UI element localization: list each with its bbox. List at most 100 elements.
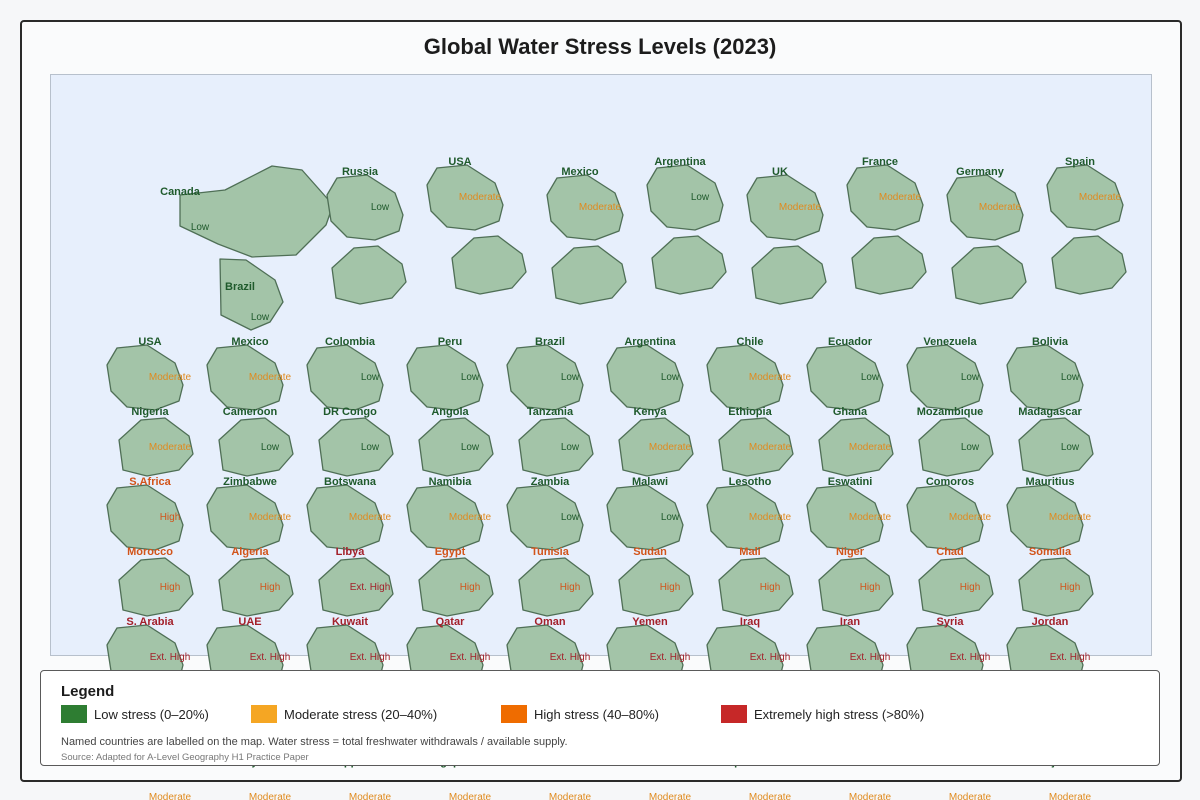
country-shape-zimbabwe [206,484,284,551]
stress-level-uae: Ext. High [250,652,291,663]
country-name-kuwait: Kuwait [332,616,368,628]
country-name-ghana: Ghana [833,406,868,418]
stress-level-yemen: Ext. High [650,652,691,663]
stress-level-ghana: Moderate [849,442,892,453]
country-shape-brazil [219,258,284,331]
stress-level-timor-leste: Moderate [649,792,692,800]
country-name-uk: UK [772,166,788,178]
country-name-mozambique: Mozambique [917,406,984,418]
stress-level-lesotho: Moderate [749,512,792,523]
stress-level-kenya: Moderate [649,442,692,453]
country-name-argentina: Argentina [654,156,706,168]
stress-level-brunei: Moderate [549,792,592,800]
legend-item-extremely-high: Extremely high stress (>80%) [721,705,924,723]
country-shape-mozambique [918,417,994,477]
legend-title: Legend [61,683,115,700]
country-name-algeria: Algeria [231,546,269,558]
country-name-botswana: Botswana [324,476,377,488]
stress-level-tanzania: Low [561,442,580,453]
legend-label-moderate: Moderate stress (20–40%) [284,706,438,722]
country-name-madagascar: Madagascar [1018,406,1082,418]
country-name-zimbabwe: Zimbabwe [223,476,277,488]
country-name-russia: Russia [342,166,379,178]
country-shape-canada [179,165,334,258]
country-shape-algeria [218,557,294,617]
country-name-zambia: Zambia [531,476,570,488]
country-shape-mauritius [1006,484,1084,551]
country-shape-ghana [818,417,894,477]
landmass-shape [1051,235,1127,295]
stress-level-mauritius: Moderate [1049,512,1092,523]
stress-level-argentina: Low [691,192,710,203]
country-name-brazil: Brazil [535,336,565,348]
country-shape-spain [1046,164,1124,231]
country-name-uae: UAE [238,616,261,628]
stress-level-usa: Moderate [459,192,502,203]
stress-level-s-africa: High [160,512,181,523]
country-shape-sudan [618,557,694,617]
stress-level-singapore: Moderate [449,792,492,800]
country-name-comoros: Comoros [926,476,974,488]
legend-swatch-high [501,705,527,723]
country-name-usa: USA [448,156,471,168]
stress-level-syria: Ext. High [950,652,991,663]
country-name-usa: USA [138,336,161,348]
landmass-shape [851,235,927,295]
country-name-lesotho: Lesotho [729,476,772,488]
country-shape-libya [318,557,394,617]
stress-level-sudan: High [660,582,681,593]
stress-level-angola: Low [461,442,480,453]
legend-item-low: Low stress (0–20%) [61,705,209,723]
stress-level-indonesia: Moderate [149,792,192,800]
stress-level-mali: High [760,582,781,593]
country-name-mauritius: Mauritius [1026,476,1075,488]
country-shape-mexico [546,174,624,241]
stress-level-usa: Moderate [149,372,192,383]
country-shape-s-africa [106,484,184,551]
stress-level-venezuela: Low [961,372,980,383]
country-name-s-arabia: S. Arabia [126,616,174,628]
stress-level-colombia: Low [361,372,380,383]
stress-level-tunisia: High [560,582,581,593]
stress-level-peru: Low [461,372,480,383]
country-shape-botswana [306,484,384,551]
legend-item-moderate: Moderate stress (20–40%) [251,705,437,723]
legend-label-extremely-high: Extremely high stress (>80%) [754,706,925,722]
stress-level-argentina: Low [661,372,680,383]
stress-level-niger: High [860,582,881,593]
country-name-tunisia: Tunisia [531,546,570,558]
country-name-morocco: Morocco [127,546,173,558]
country-shape-uk [746,174,824,241]
stress-level-oman: Ext. High [550,652,591,663]
stress-level-mozambique: Low [961,442,980,453]
country-shape-tanzania [518,417,594,477]
stress-level-comoros: Moderate [949,512,992,523]
country-name-colombia: Colombia [325,336,376,348]
stress-level-chad: High [960,582,981,593]
country-shape-usa [426,164,504,231]
country-shape-madagascar [1018,417,1094,477]
stress-level-madagascar: Low [1061,442,1080,453]
stress-level-morocco: High [160,582,181,593]
country-shape-nigeria [118,417,194,477]
country-name-canada: Canada [160,186,201,198]
country-labels-layer: Canada Low Brazil Low Russia Low USA Moderate Me… [124,156,1121,800]
country-shape-mexico [206,344,284,411]
country-name-oman: Oman [534,616,565,628]
country-name-mexico: Mexico [561,166,599,178]
country-shape-eswatini [806,484,884,551]
stress-level-nigeria: Moderate [149,442,192,453]
country-shape-zambia [506,484,584,551]
stress-level-namibia: Moderate [449,512,492,523]
stress-level-canada: Low [191,222,210,233]
stress-level-papua-n-g: Moderate [749,792,792,800]
stress-level-ethiopia: Moderate [749,442,792,453]
country-shape-germany [946,174,1024,241]
country-name-chad: Chad [936,546,964,558]
stress-level-ecuador: Low [861,372,880,383]
stress-level-brazil: Low [561,372,580,383]
stress-level-bolivia: Low [1061,372,1080,383]
stress-level-egypt: High [460,582,481,593]
country-shape-russia [326,174,404,241]
country-shape-ecuador [806,344,884,411]
